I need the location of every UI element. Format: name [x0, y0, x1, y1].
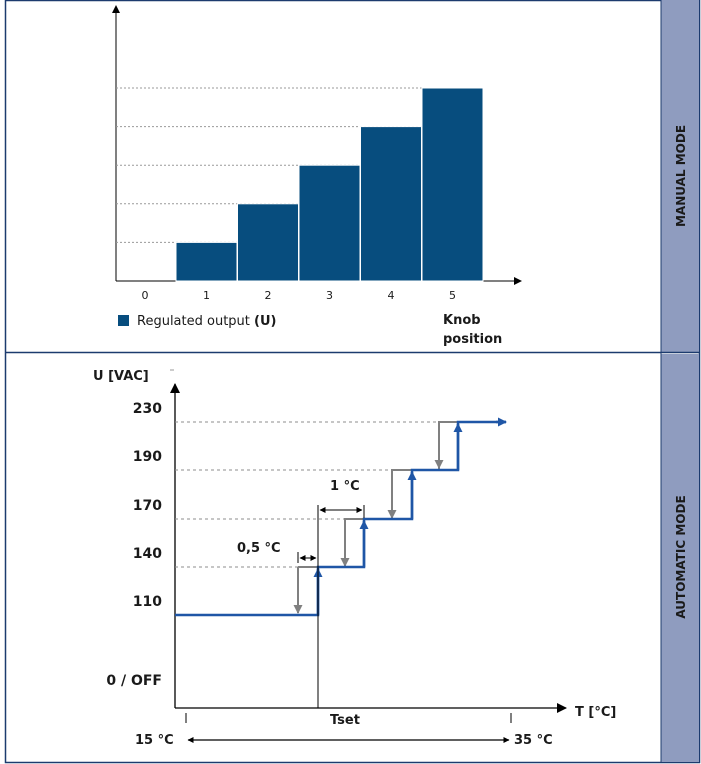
manual-mode-label: MANUAL MODE [674, 125, 688, 227]
side-band-manual [661, 0, 699, 352]
bar-x-tick-label: 1 [203, 289, 210, 302]
bar-x-tick-label: 3 [326, 289, 333, 302]
legend-label: Regulated output (U) [137, 314, 276, 329]
step-y-tick-label: 230 [133, 401, 162, 417]
step-y-tick-label: 170 [133, 498, 162, 514]
range-max-label: 35 °C [514, 733, 553, 748]
tset-label: Tset [330, 713, 360, 728]
bar-x-tick-label: 5 [449, 289, 456, 302]
bar [175, 241, 238, 282]
bar [298, 164, 361, 282]
falling-step-line [298, 421, 458, 568]
step-y-tick-label: 110 [133, 594, 162, 610]
step-width-label: 1 °C [330, 479, 360, 494]
bar-x-tick-label: 4 [388, 289, 395, 302]
bar-chart-bars [175, 87, 484, 282]
step-y-tick-label: 140 [133, 546, 162, 562]
step-chart-y-axis-title: U [VAC] [93, 369, 149, 384]
hysteresis-label: 0,5 °C [237, 541, 281, 556]
bar-chart-tick-labels: 0 1 2 3 4 5 [142, 289, 457, 302]
bar [360, 126, 422, 282]
outer-frame [4, 0, 701, 764]
bar-x-tick-label: 0 [142, 289, 149, 302]
automatic-mode-step-chart: U [VAC] T [°C] 230 190 170 140 110 0 / OFF Ts… [93, 369, 616, 748]
bar-x-tick-label: 2 [265, 289, 272, 302]
bar [237, 203, 299, 282]
bar-chart-x-axis-title-line1: Knob [443, 313, 481, 328]
automatic-mode-label: AUTOMATIC MODE [674, 495, 688, 618]
step-y-tick-label: 0 / OFF [106, 673, 162, 689]
step-chart-x-axis-title: T [°C] [575, 705, 616, 720]
range-min-label: 15 °C [135, 733, 174, 748]
step-chart-guides [175, 421, 458, 568]
side-band-automatic [661, 354, 699, 762]
step-chart-y-tick-labels: 230 190 170 140 110 0 / OFF [106, 401, 162, 689]
legend-swatch [118, 315, 129, 326]
step-chart-decreasing-path [293, 421, 458, 614]
bar-chart-x-axis-title-line2: position [443, 332, 502, 347]
step-y-tick-label: 190 [133, 449, 162, 465]
manual-mode-bar-chart: 0 1 2 3 4 5 Regulated output (U) Knob positio… [112, 5, 522, 347]
bar [421, 87, 484, 282]
